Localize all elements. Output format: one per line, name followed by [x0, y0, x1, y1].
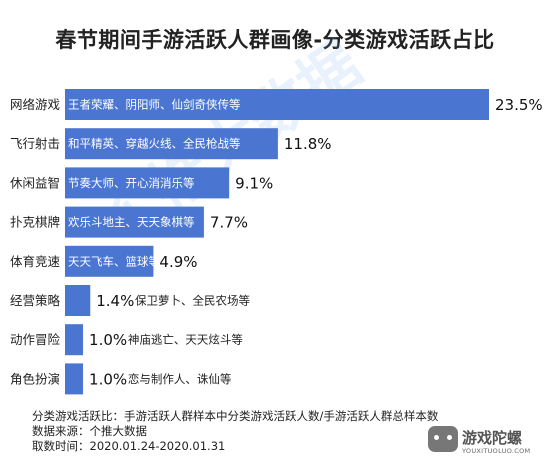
bar	[65, 363, 84, 395]
value-label: 7.7%	[210, 214, 248, 232]
bar-annotation: 保卫萝卜、全民农场等	[135, 294, 250, 308]
bar-annotation: 恋与制作人、诛仙等	[128, 372, 232, 386]
bar	[65, 324, 84, 356]
logo-name: 游戏陀螺	[462, 429, 523, 447]
bar	[65, 245, 154, 277]
category-label: 飞行射击	[10, 136, 60, 151]
bar	[65, 285, 91, 316]
category-label: 体育竞速	[10, 254, 61, 269]
bar-annotation: 王者荣耀、阴阳师、仙剑奇侠传等	[68, 98, 241, 112]
value-label: 9.1%	[235, 174, 273, 192]
chart-title: 春节期间手游活跃人群画像-分类游戏活跃占比	[55, 28, 495, 52]
value-label: 1.0%	[89, 370, 127, 388]
bar	[65, 89, 489, 120]
footer-source: 数据来源：个推大数据	[32, 424, 147, 438]
bar	[65, 167, 230, 199]
bar-annotation: 节奏大师、开心消消乐等	[68, 176, 195, 190]
category-label: 扑克棋牌	[10, 215, 60, 230]
footer-period: 取数时间：2020.01.24-2020.01.31	[32, 439, 226, 453]
bar-annotation: 天天飞车、篮球等	[68, 254, 160, 268]
category-label: 经营策略	[10, 293, 61, 308]
chart-footer: 分类游戏活跃比：手游活跃人群样本中分类游戏活跃人数/手游活跃人群总样本数 数据来…	[32, 409, 438, 454]
value-label: 1.4%	[96, 292, 134, 310]
footer-definition: 分类游戏活跃比：手游活跃人群样本中分类游戏活跃人数/手游活跃人群总样本数	[32, 409, 439, 423]
logo-url: YOUXITUOLUO.COM	[462, 447, 531, 455]
value-label: 4.9%	[159, 253, 197, 271]
value-label: 11.8%	[284, 135, 332, 153]
bar-annotation: 神庙逃亡、天天炫斗等	[128, 333, 243, 347]
value-label: 23.5%	[495, 96, 543, 114]
category-label: 角色扮演	[10, 371, 60, 386]
gamepad-icon	[428, 426, 458, 452]
bar-annotation: 欢乐斗地主、天天象棋等	[68, 215, 195, 229]
category-label: 动作冒险	[10, 332, 61, 347]
brand-logo: 游戏陀螺 YOUXITUOLUO.COM	[428, 424, 540, 468]
bar	[65, 206, 204, 238]
bar-annotation: 和平精英、穿越火线、全民枪战等	[68, 137, 241, 151]
category-label: 休闲益智	[10, 175, 60, 190]
category-label: 网络游戏	[10, 97, 60, 112]
bar	[65, 128, 278, 160]
value-label: 1.0%	[89, 331, 127, 349]
